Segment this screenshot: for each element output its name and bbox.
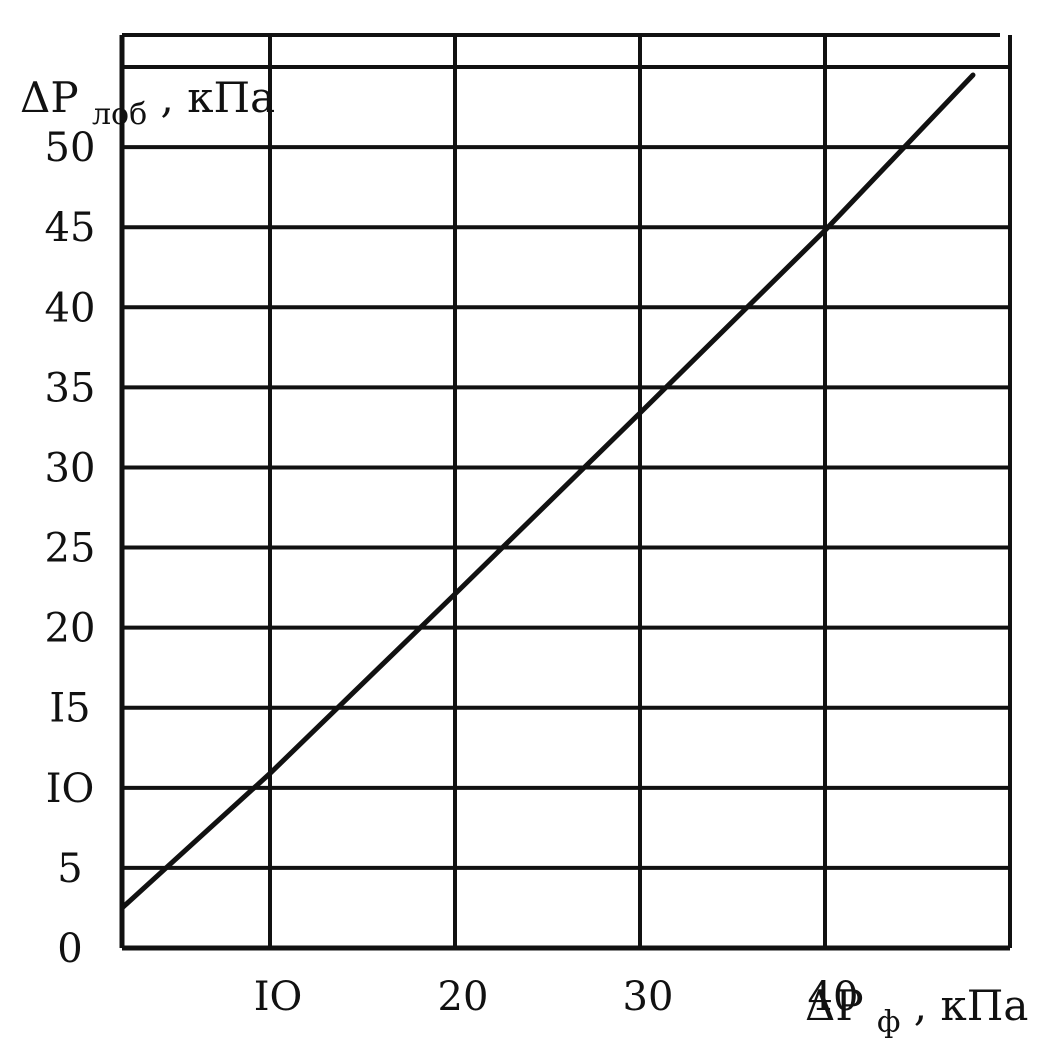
x-tick-label: 40: [808, 974, 859, 1020]
y-tick-label: I5: [49, 686, 90, 732]
y-tick-label: 0: [57, 926, 82, 972]
y-tick-label: 25: [45, 526, 96, 572]
y-tick-label: 50: [45, 125, 96, 171]
y-tick-label: 35: [45, 365, 96, 411]
y-tick-label: 30: [45, 445, 96, 491]
y-tick-label: 20: [45, 606, 96, 652]
y-axis-title-unit: , кПа: [161, 73, 276, 122]
y-axis-title-subscript: лоб: [92, 97, 147, 132]
y-axis-title-prefix: ΔP: [20, 73, 79, 122]
y-tick-label: 45: [45, 205, 96, 251]
x-axis-title-unit: , кПа: [914, 981, 1029, 1030]
x-tick-label: IO: [254, 974, 303, 1020]
chart-tick-labels: 0 5 IO I5 20 25 30 35 40 45 50 IO 20 30 40: [45, 125, 859, 1020]
x-tick-label: 30: [623, 974, 674, 1020]
chart-grid: [122, 35, 1012, 948]
chart-series: [119, 72, 976, 911]
series-line: [119, 72, 976, 911]
y-axis-title: ΔP лоб , кПа: [20, 73, 275, 134]
y-tick-label: 5: [57, 846, 82, 892]
y-tick-label: 40: [45, 285, 96, 331]
x-tick-label: 20: [438, 974, 489, 1020]
x-axis-title-prefix: ΔP: [805, 981, 864, 1030]
chart-axes: [119, 33, 1010, 951]
x-axis-title: ΔP ф , кПа: [805, 981, 1028, 1042]
x-axis-title-subscript: ф: [877, 1005, 900, 1040]
y-tick-label: IO: [46, 766, 95, 812]
